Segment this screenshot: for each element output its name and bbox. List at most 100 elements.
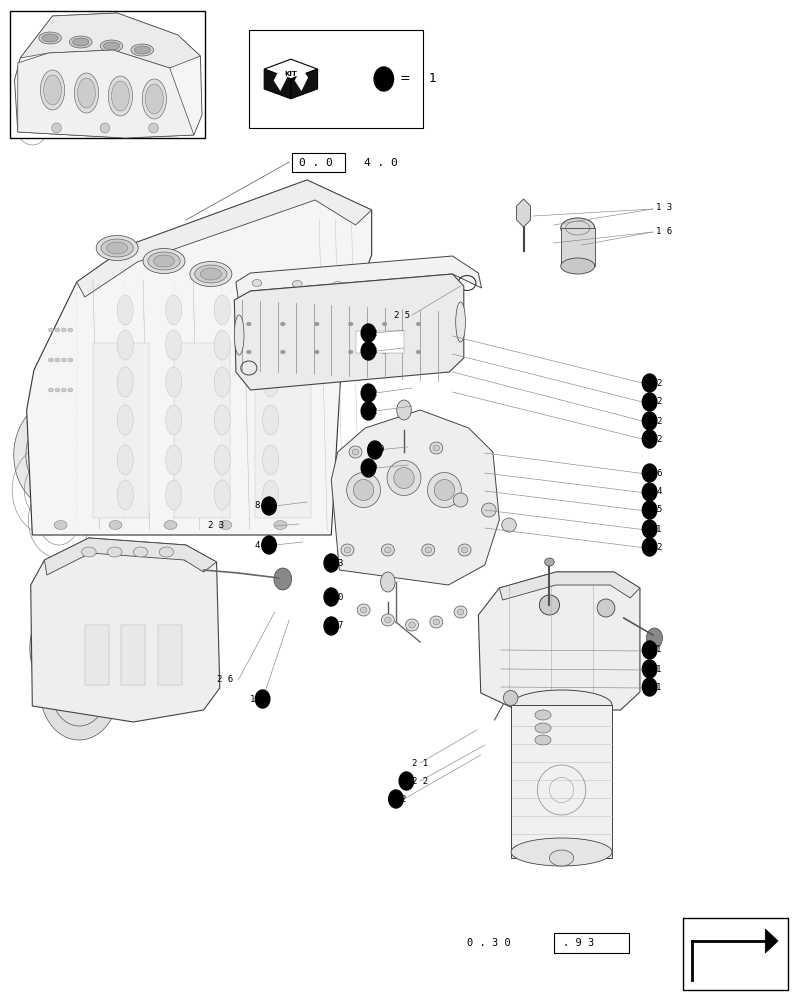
Ellipse shape (353, 480, 374, 500)
Ellipse shape (48, 388, 53, 392)
Ellipse shape (117, 330, 133, 360)
Ellipse shape (561, 258, 595, 274)
Polygon shape (295, 68, 308, 91)
Ellipse shape (453, 493, 468, 507)
Text: 7: 7 (338, 621, 343, 631)
Ellipse shape (200, 268, 221, 280)
Text: =: = (400, 73, 410, 86)
Polygon shape (20, 13, 200, 68)
Circle shape (14, 400, 103, 510)
Ellipse shape (48, 328, 53, 332)
Text: 1: 1 (656, 682, 662, 692)
Ellipse shape (117, 295, 133, 325)
Polygon shape (234, 274, 464, 390)
Polygon shape (264, 69, 291, 99)
Ellipse shape (190, 261, 232, 286)
Circle shape (399, 772, 414, 790)
Polygon shape (478, 572, 640, 710)
Ellipse shape (280, 350, 285, 354)
Text: 1: 1 (428, 73, 436, 86)
Ellipse shape (406, 619, 419, 631)
Ellipse shape (219, 520, 232, 530)
Text: 0: 0 (338, 592, 343, 601)
Ellipse shape (458, 544, 471, 556)
Polygon shape (18, 50, 194, 138)
Ellipse shape (107, 547, 122, 557)
Ellipse shape (263, 330, 279, 360)
Ellipse shape (42, 34, 58, 42)
Ellipse shape (145, 84, 163, 114)
Ellipse shape (263, 445, 279, 475)
Ellipse shape (166, 480, 182, 510)
Ellipse shape (214, 480, 230, 510)
Polygon shape (77, 180, 372, 297)
Circle shape (324, 617, 339, 635)
Text: 4: 4 (255, 540, 260, 550)
Ellipse shape (360, 607, 367, 613)
Ellipse shape (502, 518, 516, 532)
Ellipse shape (40, 70, 65, 110)
Ellipse shape (107, 242, 128, 254)
Circle shape (324, 588, 339, 606)
Polygon shape (291, 69, 318, 99)
Bar (554, 933, 629, 953)
Polygon shape (274, 68, 287, 91)
Text: 2 2: 2 2 (412, 776, 428, 786)
Ellipse shape (82, 547, 96, 557)
Ellipse shape (101, 239, 133, 257)
Ellipse shape (78, 78, 95, 108)
Ellipse shape (52, 123, 61, 133)
Ellipse shape (166, 295, 182, 325)
Ellipse shape (263, 480, 279, 510)
Text: 2: 2 (372, 388, 377, 397)
Ellipse shape (430, 442, 443, 454)
Text: 4 . 0: 4 . 0 (364, 157, 398, 167)
Circle shape (368, 441, 382, 459)
Text: 0 . 0: 0 . 0 (299, 157, 333, 167)
Ellipse shape (109, 520, 122, 530)
Ellipse shape (69, 36, 92, 48)
Ellipse shape (100, 123, 110, 133)
Bar (249, 30, 423, 128)
Text: 1 3: 1 3 (656, 204, 672, 213)
Ellipse shape (381, 614, 394, 626)
Ellipse shape (434, 480, 455, 500)
Ellipse shape (214, 367, 230, 397)
Circle shape (642, 393, 657, 411)
Ellipse shape (535, 735, 551, 745)
Ellipse shape (397, 400, 411, 420)
Ellipse shape (274, 520, 287, 530)
Ellipse shape (597, 599, 615, 617)
Ellipse shape (314, 322, 319, 326)
Ellipse shape (61, 358, 66, 362)
Polygon shape (236, 256, 482, 300)
Ellipse shape (416, 350, 421, 354)
Text: 2: 2 (656, 416, 662, 426)
Ellipse shape (108, 76, 133, 116)
Text: 0: 0 (378, 446, 384, 454)
Ellipse shape (348, 322, 353, 326)
Bar (292, 153, 345, 172)
Ellipse shape (246, 350, 251, 354)
Ellipse shape (96, 235, 138, 260)
Bar (93, 343, 149, 518)
Text: 8: 8 (255, 502, 260, 510)
Ellipse shape (461, 547, 468, 553)
Ellipse shape (348, 350, 353, 354)
Text: 2: 2 (400, 794, 406, 804)
Ellipse shape (349, 446, 362, 458)
Ellipse shape (385, 617, 391, 623)
Text: 9: 9 (372, 464, 377, 473)
Ellipse shape (55, 388, 60, 392)
Text: 3: 3 (338, 558, 343, 568)
Polygon shape (15, 13, 202, 138)
Circle shape (642, 464, 657, 482)
Polygon shape (27, 180, 372, 535)
Circle shape (642, 641, 657, 659)
Ellipse shape (166, 405, 182, 435)
Ellipse shape (373, 282, 383, 290)
Ellipse shape (131, 44, 154, 56)
Ellipse shape (457, 609, 464, 615)
Ellipse shape (333, 282, 343, 288)
Text: 1: 1 (250, 694, 255, 704)
